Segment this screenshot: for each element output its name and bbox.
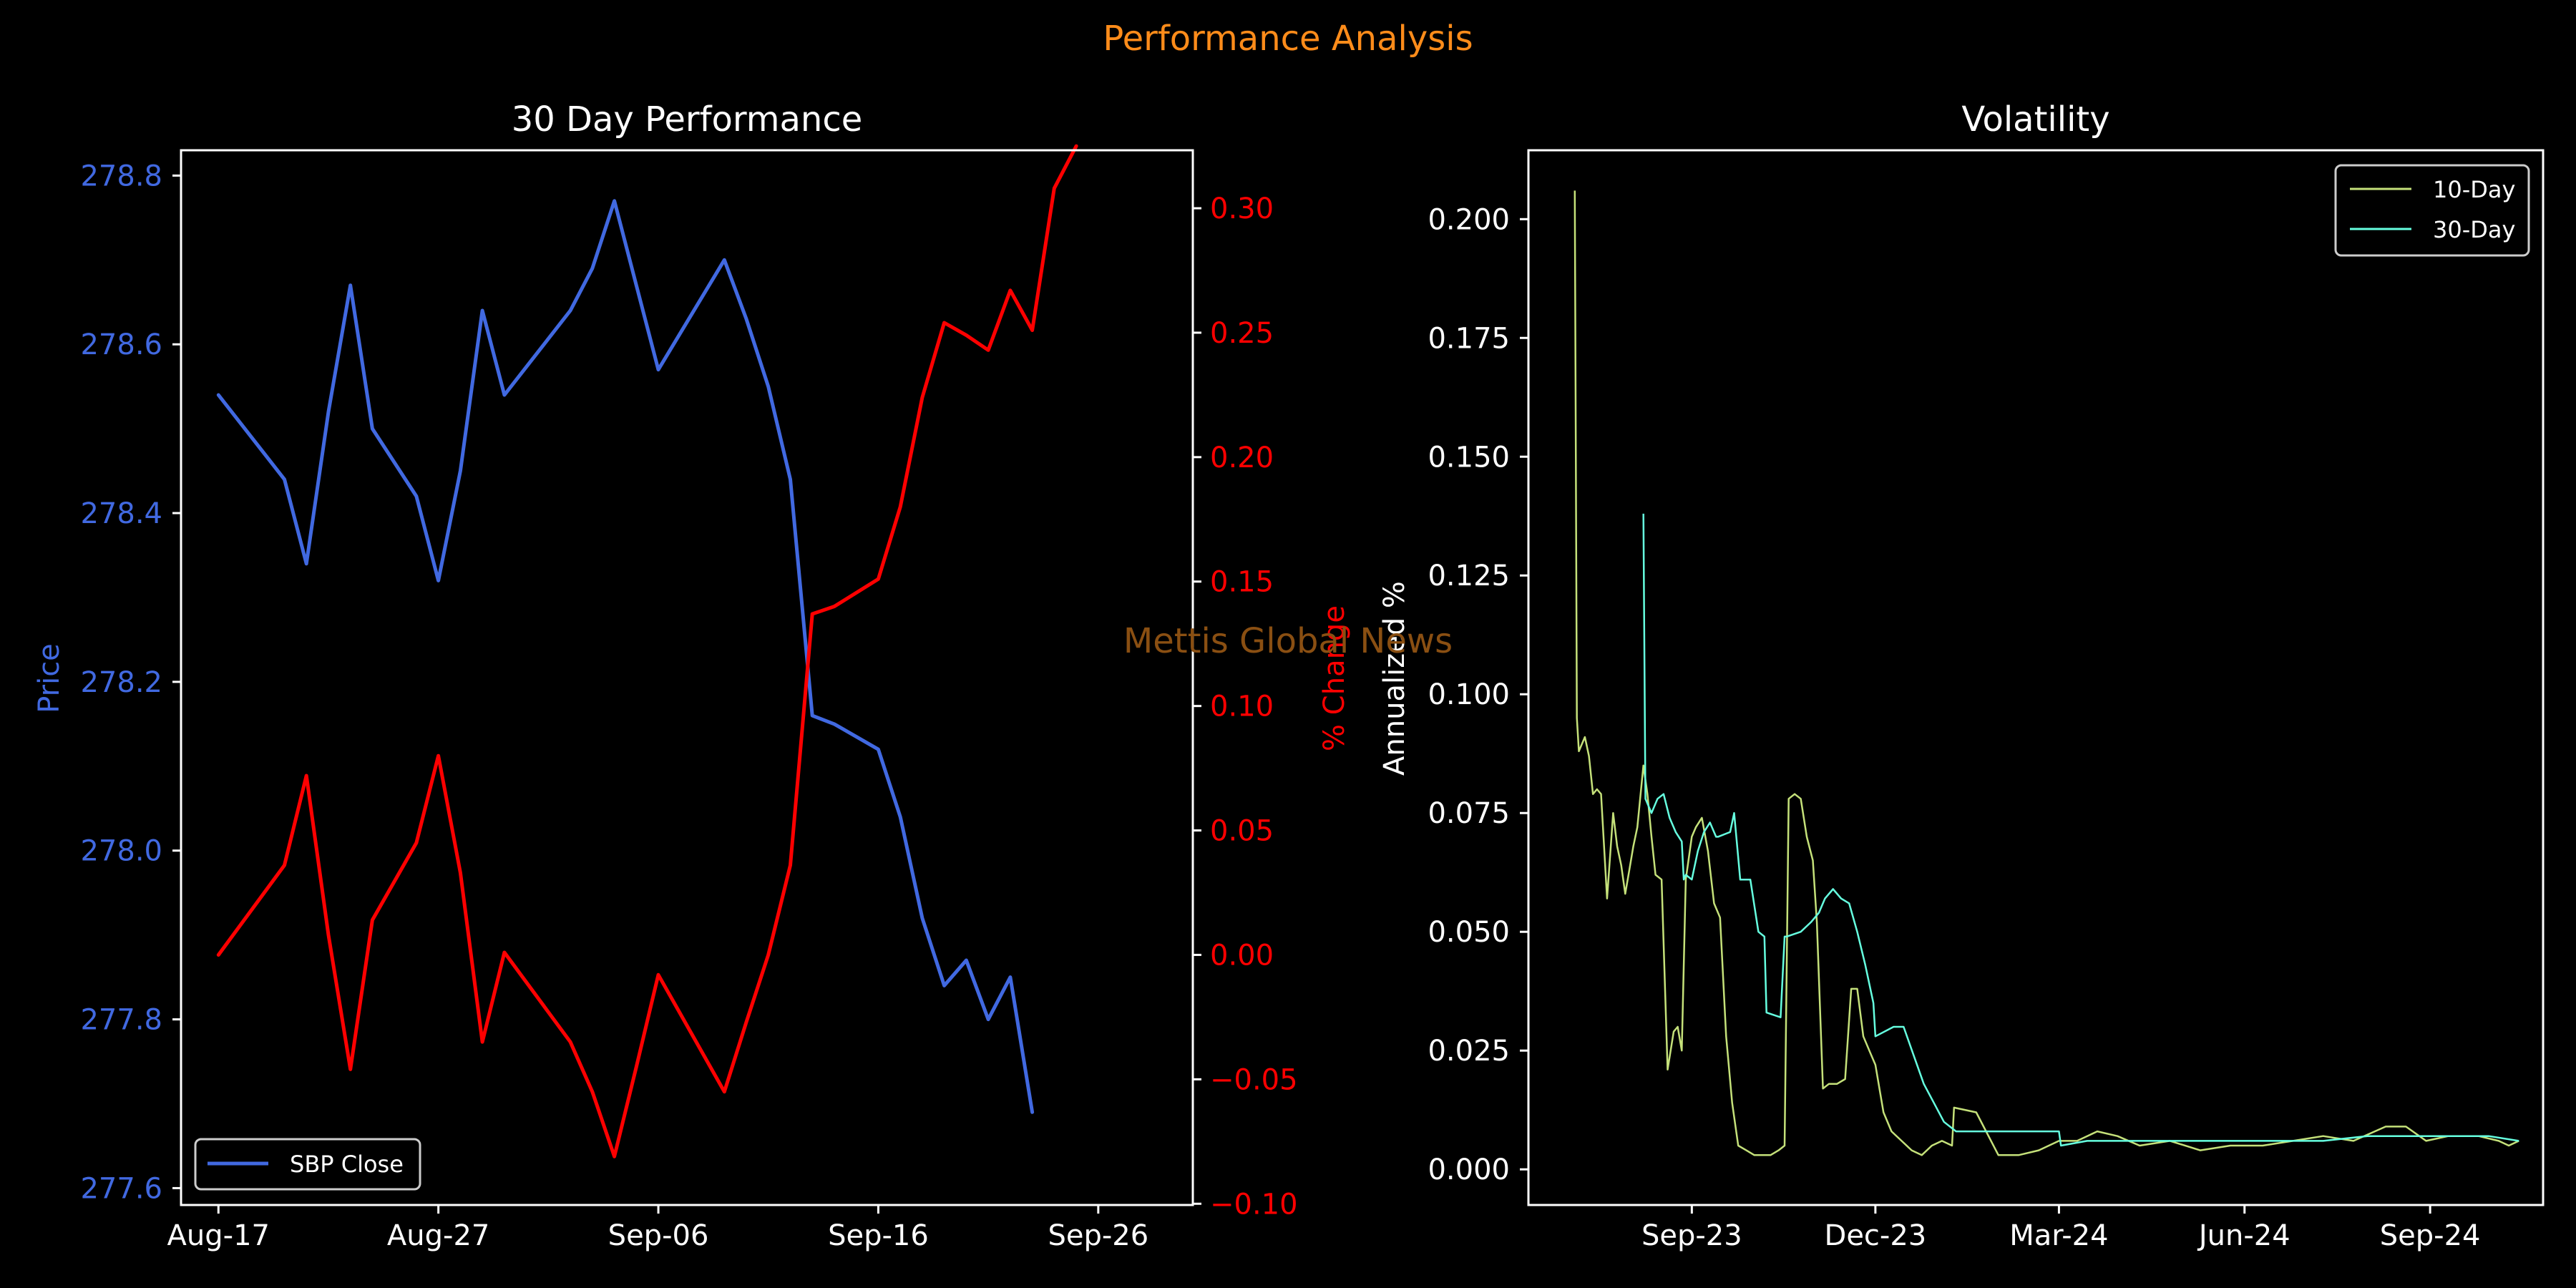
change-y-axis: −0.10 −0.05 0.00 0.05 0.10 0.15 0.20 0.25 0.30 <box>1193 192 1298 1221</box>
volatility-y-tick-label: 0.000 <box>1428 1153 1510 1186</box>
series-line-change <box>216 144 1078 1158</box>
volatility-x-tick-label: Mar-24 <box>2009 1219 2108 1252</box>
change-line-layer <box>216 144 1078 1158</box>
price-y-axis: 277.6 277.8 278.0 278.2 278.4 278.6 278.8 <box>80 160 181 1205</box>
price-y-tick-label: 278.4 <box>80 497 162 530</box>
legend-label-10-day: 10-Day <box>2433 176 2515 203</box>
volatility-legend: 10-Day 30-Day <box>2334 164 2530 257</box>
volatility-x-tick-label: Dec-23 <box>1825 1219 1927 1252</box>
volatility-line-layer <box>1574 190 2519 1156</box>
change-y-tick-label: 0.15 <box>1210 566 1274 599</box>
change-y-tick-label: 0.30 <box>1210 192 1274 225</box>
price-y-tick-label: 278.2 <box>80 666 162 699</box>
change-y-tick-label: 0.00 <box>1210 939 1274 972</box>
watermark: Mettis Global News <box>1123 621 1453 661</box>
volatility-y-tick-label: 0.150 <box>1428 441 1510 474</box>
price-y-tick-label: 277.6 <box>80 1172 162 1205</box>
performance-x-tick-label: Sep-26 <box>1048 1219 1148 1252</box>
volatility-x-tick-label: Jun-24 <box>2197 1219 2290 1252</box>
series-line-sbp-close <box>216 199 1035 1114</box>
performance-plot-frame <box>180 149 1194 1206</box>
series-line-30-day <box>1642 513 2519 1147</box>
price-y-tick-label: 278.8 <box>80 160 162 192</box>
performance-chart-title: 30 Day Performance <box>512 99 863 140</box>
performance-x-tick-label: Aug-27 <box>387 1219 489 1252</box>
performance-legend: SBP Close <box>194 1138 421 1191</box>
change-axis-label: % Change <box>1318 605 1351 751</box>
legend-label-sbp-close: SBP Close <box>290 1151 404 1178</box>
volatility-x-axis: Sep-23 Dec-23 Mar-24 Jun-24 Sep-24 <box>1641 1205 2481 1252</box>
volatility-x-tick-label: Sep-23 <box>1641 1219 1742 1252</box>
volatility-y-tick-label: 0.200 <box>1428 203 1510 236</box>
price-y-tick-label: 278.0 <box>80 835 162 868</box>
change-y-tick-label: −0.10 <box>1210 1188 1298 1221</box>
change-y-tick-label: 0.20 <box>1210 441 1274 474</box>
price-axis-label: Price <box>33 643 66 713</box>
volatility-y-axis: 0.000 0.025 0.050 0.075 0.100 0.125 0.150 0.175… <box>1428 203 1528 1186</box>
volatility-x-tick-label: Sep-24 <box>2380 1219 2481 1252</box>
performance-x-tick-label: Aug-17 <box>167 1219 270 1252</box>
price-line-layer <box>216 199 1035 1114</box>
volatility-plot-frame <box>1527 149 2545 1206</box>
price-y-tick-label: 277.8 <box>80 1004 162 1037</box>
performance-chart: 30 Day Performance Aug-17 Aug-27 Sep-06 Sep… <box>33 99 1351 1252</box>
change-y-tick-label: −0.05 <box>1210 1063 1298 1096</box>
volatility-y-tick-label: 0.125 <box>1428 560 1510 592</box>
performance-legend-box <box>194 1138 421 1191</box>
volatility-chart: Volatility Sep-23 Dec-23 Mar-24 Jun-24 Sep-2… <box>1378 99 2545 1252</box>
change-y-tick-label: 0.10 <box>1210 691 1274 723</box>
change-y-tick-label: 0.25 <box>1210 317 1274 350</box>
volatility-y-tick-label: 0.050 <box>1428 916 1510 949</box>
legend-label-30-day: 30-Day <box>2433 216 2515 243</box>
volatility-axis-label: Annualized % <box>1378 581 1411 776</box>
performance-x-axis: Aug-17 Aug-27 Sep-06 Sep-16 Sep-26 <box>167 1205 1148 1252</box>
price-y-tick-label: 278.6 <box>80 328 162 361</box>
figure-title: Performance Analysis <box>1103 19 1473 59</box>
volatility-chart-title: Volatility <box>1961 99 2109 140</box>
series-line-10-day <box>1574 190 2519 1156</box>
change-y-tick-label: 0.05 <box>1210 815 1274 848</box>
volatility-y-tick-label: 0.175 <box>1428 322 1510 355</box>
volatility-y-tick-label: 0.075 <box>1428 797 1510 830</box>
performance-x-tick-label: Sep-06 <box>608 1219 709 1252</box>
volatility-y-tick-label: 0.100 <box>1428 678 1510 711</box>
volatility-y-tick-label: 0.025 <box>1428 1035 1510 1068</box>
performance-x-tick-label: Sep-16 <box>828 1219 929 1252</box>
